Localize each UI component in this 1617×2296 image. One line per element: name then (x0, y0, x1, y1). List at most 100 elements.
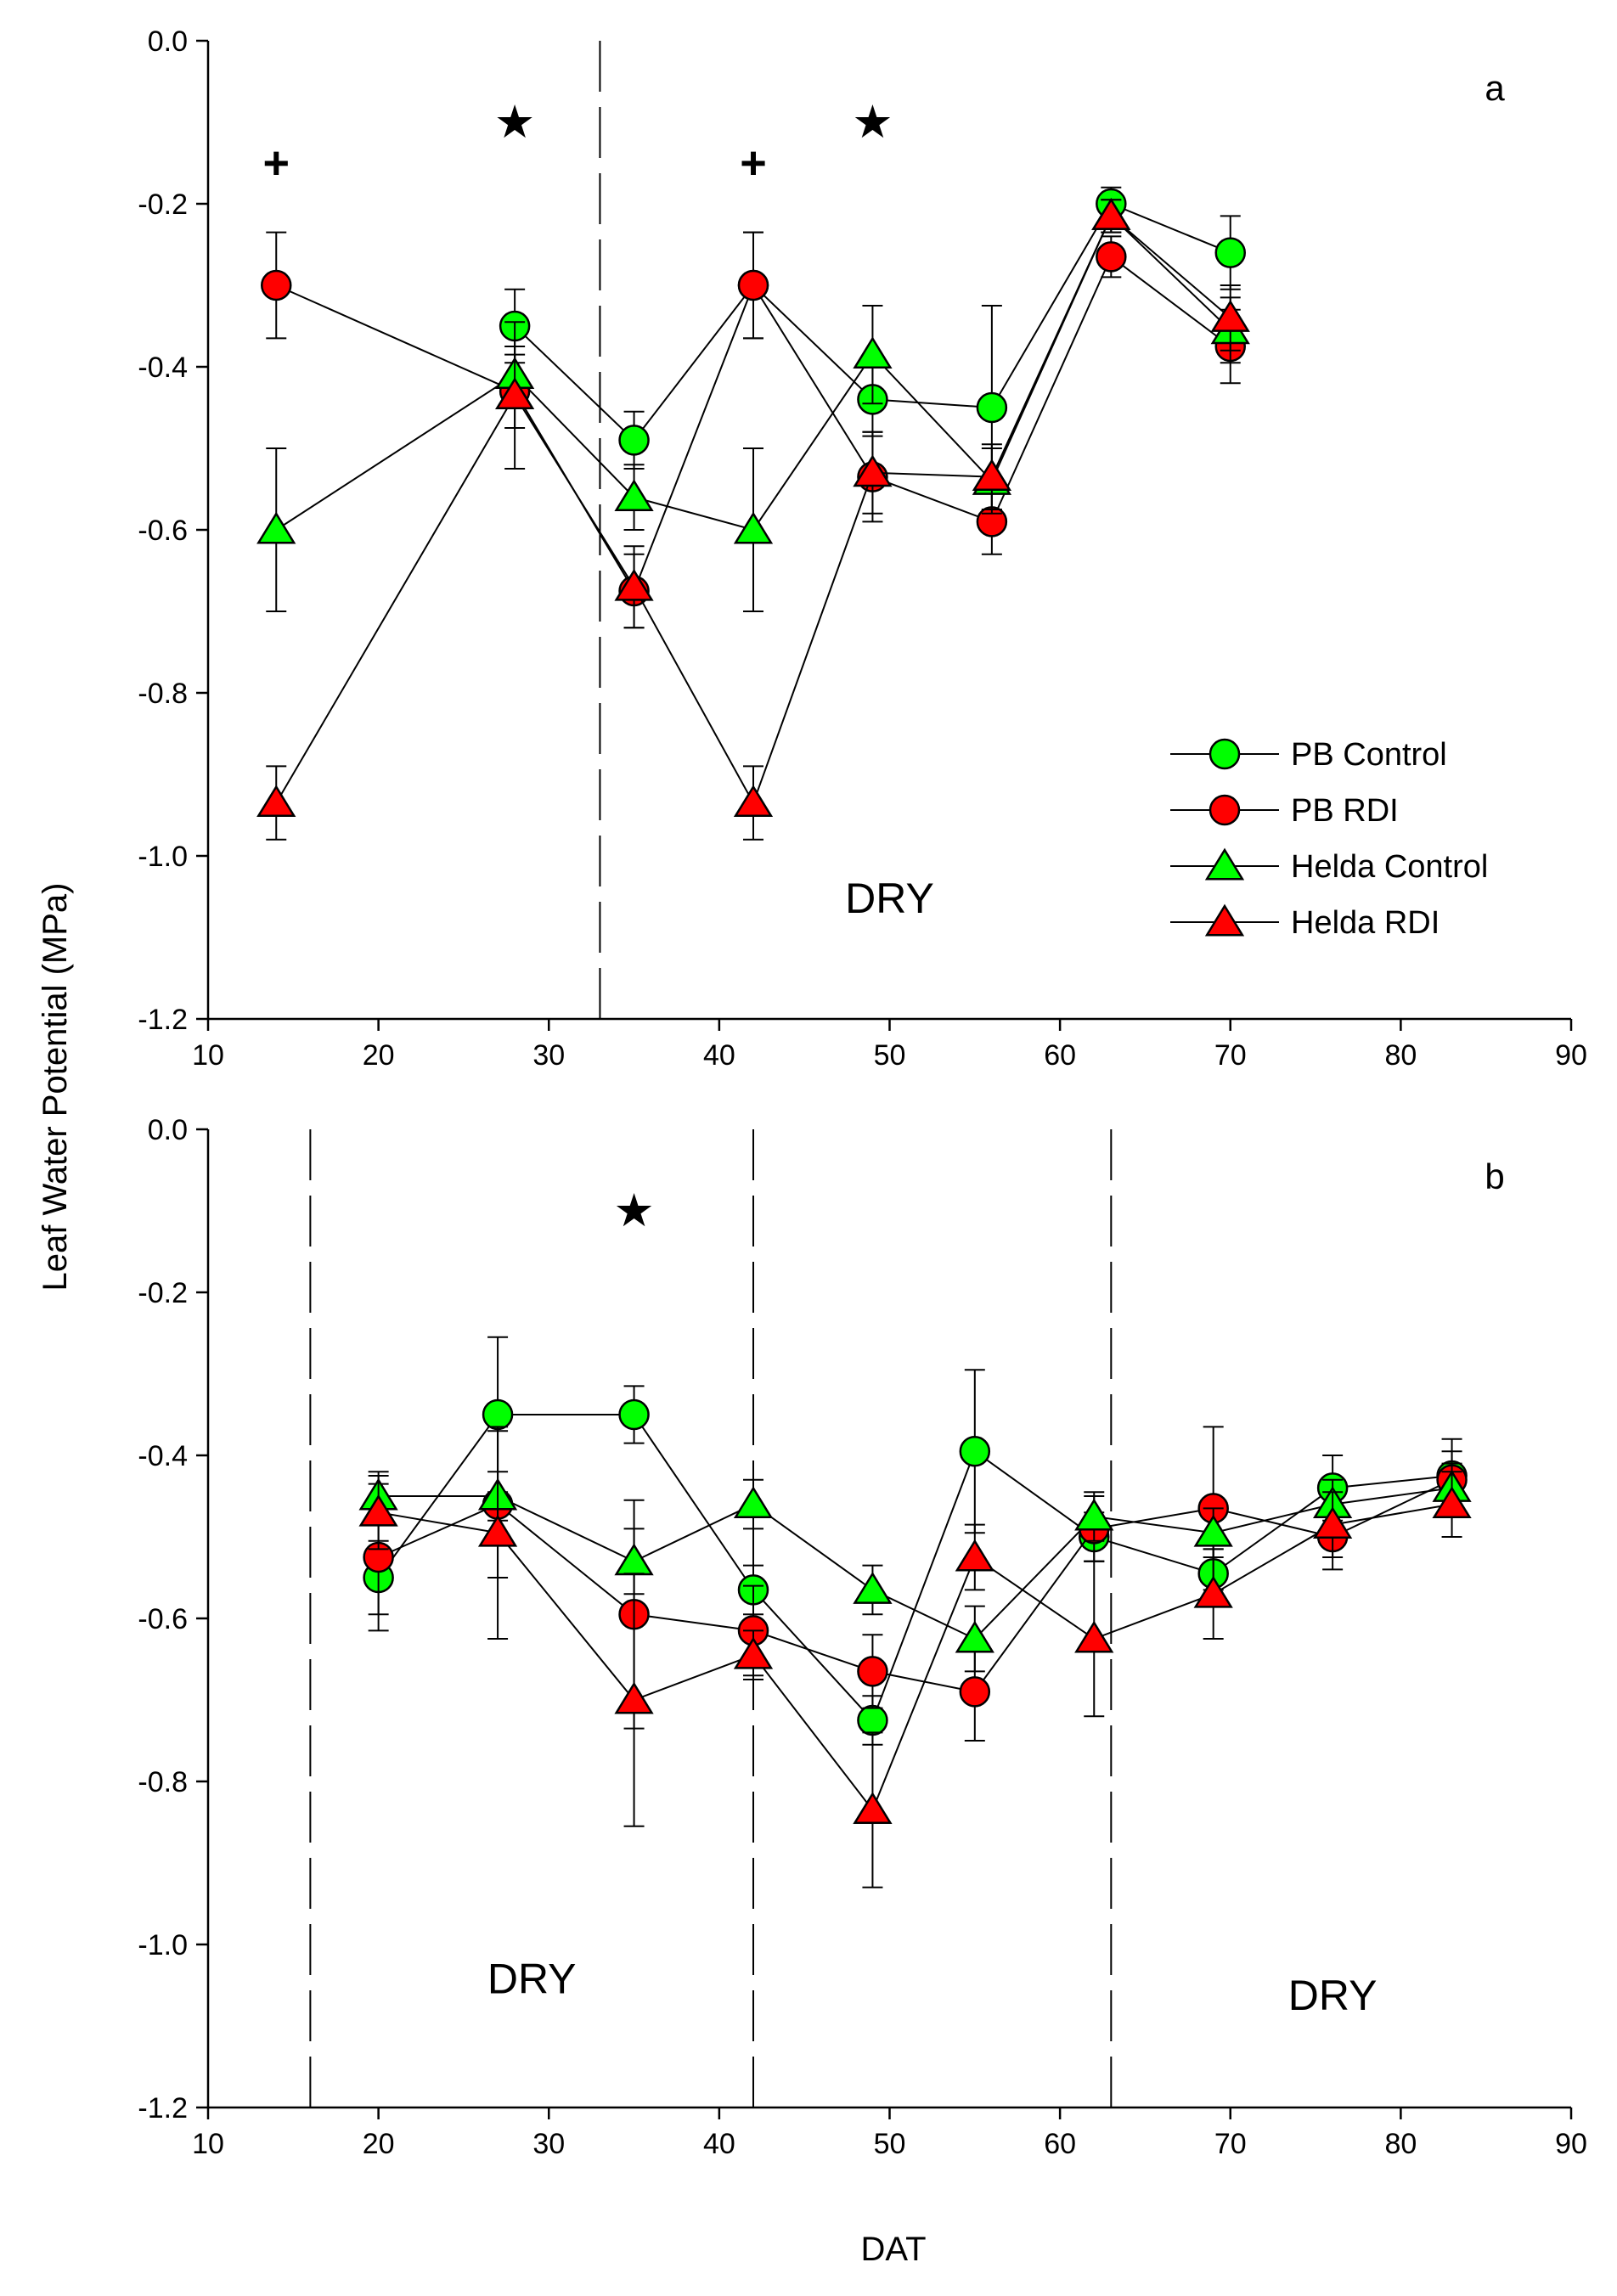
data-point (256, 511, 296, 544)
dry-period-label: DRY (487, 1956, 577, 2003)
y-tick-label: -0.2 (138, 1277, 188, 1309)
data-point (853, 454, 893, 487)
x-tick-label: 30 (532, 1039, 565, 1072)
x-tick-label: 20 (363, 2128, 395, 2160)
data-point (853, 336, 893, 369)
x-tick-label: 60 (1044, 2128, 1076, 2160)
data-point (1091, 198, 1131, 230)
significance-plus: + (262, 138, 290, 189)
significance-plus: + (740, 138, 767, 189)
data-point (959, 1435, 991, 1467)
legend-marker (1209, 738, 1241, 770)
dry-period-label: DRY (845, 875, 934, 922)
data-point (955, 1620, 994, 1653)
data-point (494, 377, 535, 410)
significance-star: ★ (852, 97, 893, 148)
data-point (853, 1572, 893, 1604)
y-tick-label: -0.4 (138, 352, 188, 384)
y-tick-label: -0.6 (138, 515, 188, 547)
x-tick-label: 70 (1214, 1039, 1247, 1072)
legend-marker (1204, 847, 1245, 881)
x-tick-label: 80 (1384, 1039, 1417, 1072)
panel-a: 0.0 -0.2 -0.4 -0.6 -0.8 -1.0 -1.210 20 30 40 50 60 7… (138, 25, 1587, 1072)
legend-marker (1209, 794, 1241, 826)
data-point (618, 425, 650, 456)
y-tick-label: -0.8 (138, 1766, 188, 1798)
y-tick-label: -1.2 (138, 2092, 188, 2124)
y-tick-label: 0.0 (148, 25, 188, 58)
series-helda-rdi (358, 1426, 1472, 1888)
y-tick-label: -1.2 (138, 1004, 188, 1036)
data-point (1312, 1506, 1353, 1539)
dry-period-label: DRY (1288, 1972, 1378, 2019)
data-point (618, 1398, 650, 1431)
data-point (358, 1494, 398, 1527)
x-tick-label: 30 (532, 2128, 565, 2160)
series-line (377, 1414, 1452, 1722)
data-point (733, 511, 774, 544)
data-point (733, 1636, 774, 1669)
data-point (261, 269, 292, 301)
x-axis-title: DAT (860, 2231, 926, 2268)
x-tick-label: 10 (192, 1039, 224, 1072)
data-point (1096, 241, 1127, 273)
y-axis-title: Leaf Water Potential (MPa) (37, 883, 74, 1292)
data-point (1432, 1486, 1472, 1519)
y-tick-label: -0.8 (138, 678, 188, 710)
data-point (976, 391, 1008, 424)
significance-star: ★ (494, 97, 535, 148)
data-point (256, 785, 296, 818)
data-point (857, 1656, 888, 1687)
y-tick-label: -0.6 (138, 1603, 188, 1635)
x-tick-label: 50 (874, 1039, 906, 1072)
data-point (482, 1398, 514, 1431)
x-tick-label: 10 (192, 2128, 224, 2160)
panel-letter: b (1485, 1156, 1504, 1196)
x-tick-label: 40 (703, 2128, 735, 2160)
data-point (614, 479, 654, 512)
data-point (972, 459, 1012, 492)
x-tick-label: 70 (1214, 2128, 1247, 2160)
legend-marker (1204, 903, 1245, 937)
legend-label: PB RDI (1291, 793, 1399, 829)
y-tick-label: -0.2 (138, 189, 188, 221)
data-point (1074, 1620, 1114, 1653)
data-point (1074, 1498, 1114, 1531)
series-line (378, 1487, 1452, 1640)
x-tick-label: 90 (1555, 1039, 1587, 1072)
series-helda-rdi (256, 198, 1250, 841)
data-point (1193, 1575, 1233, 1608)
data-point (614, 568, 654, 601)
legend-label: Helda RDI (1291, 905, 1440, 941)
x-tick-label: 80 (1384, 2128, 1417, 2160)
series-line (378, 1503, 1452, 1812)
x-tick-label: 40 (703, 1039, 735, 1072)
y-tick-label: 0.0 (148, 1114, 188, 1146)
data-point (853, 1792, 893, 1825)
data-point (959, 1676, 991, 1708)
data-point (1214, 237, 1246, 268)
data-point (614, 1681, 654, 1714)
panel-letter: a (1485, 68, 1505, 108)
data-point (733, 785, 774, 818)
series-line (275, 255, 1231, 594)
legend-label: PB Control (1291, 737, 1447, 773)
series-line (378, 1478, 1452, 1693)
data-point (737, 269, 769, 301)
y-tick-label: -0.4 (138, 1440, 188, 1472)
x-tick-label: 50 (874, 2128, 906, 2160)
legend-label: Helda Control (1291, 849, 1488, 885)
series-pb-control (363, 1336, 1468, 1746)
x-tick-label: 90 (1555, 2128, 1587, 2160)
data-point (1210, 300, 1250, 332)
data-point (857, 1704, 888, 1736)
significance-star: ★ (613, 1185, 654, 1236)
x-tick-label: 20 (363, 1039, 395, 1072)
series-pb-rdi (363, 1426, 1468, 1742)
x-tick-label: 60 (1044, 1039, 1076, 1072)
panel-b: 0.0 -0.2 -0.4 -0.6 -0.8 -1.0 -1.210 20 30 40 50 60 7… (138, 1114, 1587, 2160)
data-point (1193, 1514, 1233, 1547)
data-point (477, 1514, 518, 1547)
y-tick-label: -1.0 (138, 841, 188, 873)
